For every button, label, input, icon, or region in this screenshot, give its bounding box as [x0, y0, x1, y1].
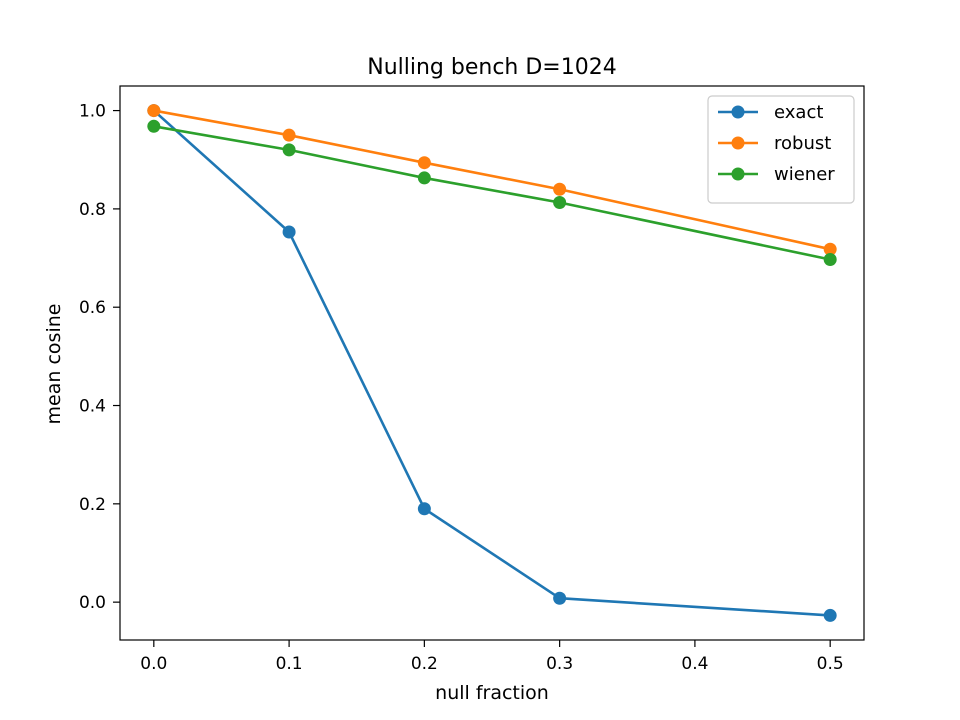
- legend-label-robust: robust: [774, 133, 831, 154]
- data-point-exact-4: [823, 608, 837, 622]
- data-point-robust-1: [282, 128, 296, 142]
- data-point-robust-2: [417, 156, 431, 170]
- y-tick-label-0: 0.0: [79, 593, 106, 613]
- x-axis-ticks: 0.0 0.1 0.2 0.3 0.4 0.5: [140, 640, 844, 674]
- plot-content: [147, 104, 837, 622]
- chart-title: Nulling bench D=1024: [367, 55, 616, 80]
- legend-marker-robust: [731, 136, 745, 150]
- y-tick-label-2: 0.4: [79, 397, 106, 417]
- series-wiener: [147, 119, 837, 267]
- legend-label-wiener: wiener: [774, 164, 835, 185]
- data-point-exact-2: [417, 502, 431, 516]
- x-tick-label-4: 0.4: [681, 654, 708, 674]
- x-tick-label-1: 0.1: [276, 654, 303, 674]
- data-point-exact-1: [282, 225, 296, 239]
- y-tick-label-4: 0.8: [79, 200, 106, 220]
- y-tick-label-5: 1.0: [79, 102, 106, 122]
- x-tick-label-3: 0.3: [546, 654, 573, 674]
- legend-box: [707, 95, 855, 204]
- y-tick-label-1: 0.2: [79, 495, 106, 515]
- data-point-exact-3: [553, 591, 567, 605]
- y-tick-label-3: 0.6: [79, 298, 106, 318]
- data-point-wiener-0: [147, 119, 161, 133]
- legend-marker-wiener: [731, 167, 745, 181]
- data-point-wiener-4: [823, 253, 837, 267]
- data-point-wiener-3: [553, 196, 567, 209]
- x-tick-label-2: 0.2: [411, 654, 438, 674]
- data-point-wiener-1: [282, 143, 296, 157]
- data-point-robust-4: [823, 242, 837, 256]
- legend-marker-exact: [731, 105, 745, 119]
- series-robust: [147, 104, 837, 256]
- x-tick-label-5: 0.5: [817, 654, 844, 674]
- y-axis-label: mean cosine: [43, 304, 65, 425]
- data-point-robust-0: [147, 104, 161, 118]
- data-point-wiener-2: [417, 171, 431, 185]
- x-axis-label: null fraction: [435, 682, 549, 704]
- plot-frame: [119, 85, 865, 641]
- legend: exact robust wiener: [707, 95, 855, 204]
- x-tick-label-0: 0.0: [140, 654, 167, 674]
- y-axis-ticks: 0.0 0.2 0.4 0.6 0.8 1.0: [79, 102, 120, 613]
- data-point-robust-3: [553, 182, 567, 196]
- legend-label-exact: exact: [774, 102, 823, 123]
